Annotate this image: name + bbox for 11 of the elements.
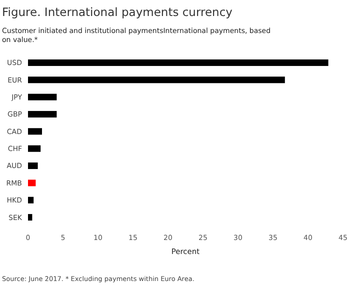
bar — [28, 145, 41, 152]
bar — [28, 110, 57, 118]
bar — [28, 128, 42, 135]
bar — [28, 94, 57, 100]
bar — [28, 76, 285, 84]
bar — [28, 162, 38, 170]
bar — [28, 196, 34, 204]
chart-title: Figure. International payments currency — [2, 5, 233, 19]
bar — [28, 59, 328, 66]
bar — [28, 180, 36, 186]
bar — [28, 214, 32, 221]
